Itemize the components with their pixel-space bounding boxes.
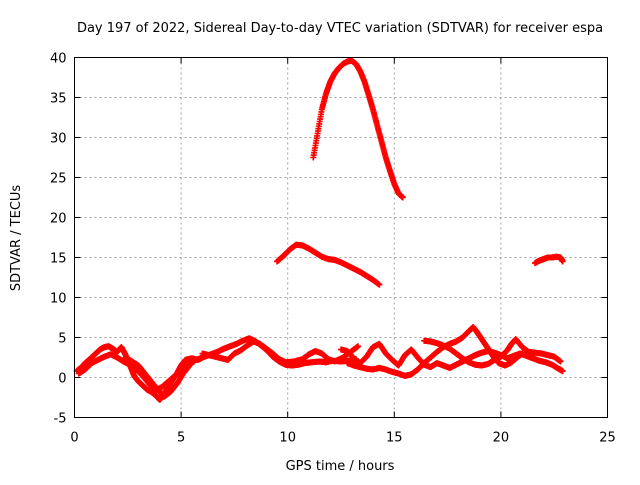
y-tick-label: 30: [50, 132, 67, 147]
series-arc-9: [274, 241, 383, 288]
data-point: [186, 362, 193, 369]
series-arc-3: [122, 354, 193, 400]
y-tick-label: 15: [50, 252, 67, 267]
x-tick-label: 5: [177, 431, 185, 446]
y-tick-label: 5: [58, 332, 66, 347]
data-point: [355, 343, 362, 350]
x-tick-labels: 0 5 10 15 20 25: [70, 431, 615, 446]
series-arc-10: [310, 57, 406, 201]
x-tick-label: 20: [493, 431, 510, 446]
chart-title: Day 197 of 2022, Sidereal Day-to-day VTE…: [77, 21, 603, 36]
y-tick-label: 10: [50, 292, 67, 307]
series-arc-11: [532, 253, 566, 267]
y-tick-label: 0: [58, 372, 66, 387]
data-point: [399, 194, 406, 201]
data-point: [519, 350, 526, 357]
x-tick-label: 25: [599, 431, 616, 446]
series-arc-8: [421, 336, 564, 369]
y-tick-labels: -5 0 5 10 15 20 25 30 35 40: [50, 52, 67, 427]
data-point: [559, 368, 566, 375]
axis-ticks: [74, 57, 608, 418]
y-tick-label: 20: [50, 212, 67, 227]
y-axis-title: SDTVAR / TECUs: [9, 185, 24, 292]
data-points: [73, 57, 566, 403]
y-tick-label: 40: [50, 52, 67, 67]
plot-frame: [74, 57, 608, 418]
x-tick-label: 0: [70, 431, 78, 446]
y-tick-label: -5: [54, 412, 67, 427]
x-tick-label: 15: [386, 431, 403, 446]
y-tick-label: 25: [50, 172, 67, 187]
data-point: [376, 281, 383, 288]
grid: [74, 57, 608, 418]
data-point: [557, 358, 564, 365]
x-axis-title: GPS time / hours: [286, 459, 395, 474]
data-point: [559, 258, 566, 265]
x-tick-label: 10: [279, 431, 296, 446]
y-tick-label: 35: [50, 92, 67, 107]
